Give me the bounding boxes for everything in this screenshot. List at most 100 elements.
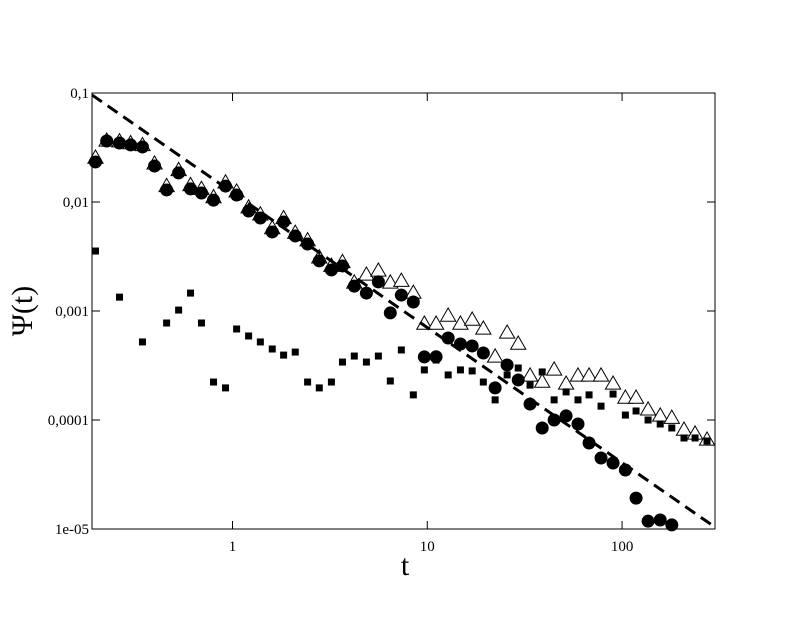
x-tick-label: 10 <box>420 539 435 555</box>
triangle-point <box>521 366 539 382</box>
square-point <box>538 368 546 376</box>
circle-point <box>207 193 221 207</box>
square-point <box>503 371 511 379</box>
square-point <box>609 390 617 398</box>
square-point <box>597 402 605 410</box>
square-point <box>632 407 640 415</box>
circle-point <box>359 286 373 300</box>
square-point <box>432 356 440 364</box>
square-point <box>116 293 124 301</box>
square-point <box>291 348 299 356</box>
circle-point <box>194 186 208 200</box>
square-point <box>562 388 570 396</box>
x-tick-label: 100 <box>611 539 634 555</box>
square-point <box>338 358 346 366</box>
y-axis-label: Ψ(t) <box>6 286 39 336</box>
triangle-point <box>498 323 516 339</box>
square-point <box>256 338 264 346</box>
square-point <box>304 378 312 386</box>
triangle-point <box>557 374 575 390</box>
square-point <box>468 367 476 375</box>
square-point <box>491 396 499 404</box>
triangle-point <box>509 334 527 350</box>
square-point <box>691 434 699 442</box>
circle-point <box>100 134 114 148</box>
square-point <box>444 371 452 379</box>
circle-point <box>629 491 643 505</box>
square-point <box>550 396 558 404</box>
triangle-point <box>369 261 387 277</box>
square-point <box>456 366 464 374</box>
square-point <box>187 289 195 297</box>
square-point <box>350 352 358 360</box>
triangle-point <box>451 314 469 330</box>
square-point <box>479 378 487 386</box>
triangle-point <box>486 347 504 363</box>
square-point <box>268 345 276 353</box>
square-point <box>210 378 218 386</box>
circle-point <box>547 413 561 427</box>
square-point <box>574 396 582 404</box>
circle-point <box>476 346 490 360</box>
triangle-point <box>592 366 610 382</box>
square-point <box>222 384 230 392</box>
triangle-point <box>616 389 634 404</box>
circle-point <box>535 421 549 435</box>
circle-point <box>594 451 608 465</box>
square-point <box>175 306 183 314</box>
circle-point <box>606 456 620 470</box>
circle-point <box>394 288 408 302</box>
square-point <box>703 437 711 445</box>
square-point <box>386 377 394 385</box>
circle-point <box>184 182 198 196</box>
y-tick-label: 0,1 <box>70 86 89 102</box>
square-point <box>91 247 99 255</box>
square-point <box>656 420 664 428</box>
circle-point <box>347 279 361 293</box>
square-point <box>197 319 205 327</box>
square-point <box>374 352 382 360</box>
circle-point <box>559 409 573 423</box>
fit-line <box>92 93 715 529</box>
square-point <box>362 358 370 366</box>
square-point <box>163 319 171 327</box>
circle-point <box>641 514 655 528</box>
circle-point <box>160 183 174 197</box>
square-point <box>315 384 323 392</box>
circle-point <box>653 513 667 527</box>
circle-point <box>465 339 479 353</box>
x-tick-label: 1 <box>229 539 237 555</box>
circle-point <box>488 381 502 395</box>
circle-point <box>124 138 138 152</box>
square-point <box>245 332 253 340</box>
square-point <box>526 381 534 389</box>
y-tick-label: 1e-05 <box>55 522 89 538</box>
square-point <box>668 424 676 432</box>
square-point <box>138 338 146 346</box>
circle-point <box>383 306 397 320</box>
triangle-point <box>427 314 445 330</box>
circle-point <box>417 350 431 364</box>
square-point <box>621 411 629 419</box>
circle-point <box>265 225 279 239</box>
square-point <box>644 416 652 424</box>
circle-point <box>441 331 455 345</box>
square-point <box>280 351 288 359</box>
triangle-point <box>639 400 657 416</box>
circle-point <box>371 275 385 289</box>
y-tick-label: 0,001 <box>55 304 89 320</box>
square-point <box>585 391 593 399</box>
plot-frame <box>91 92 716 530</box>
triangle-point <box>463 311 481 326</box>
circle-point <box>113 136 127 150</box>
triangle-point <box>675 421 693 436</box>
square-point <box>233 325 241 333</box>
circle-point <box>242 204 256 218</box>
circle-point <box>88 155 102 169</box>
circle-point <box>406 295 420 309</box>
triangle-point <box>604 374 622 390</box>
triangle-point <box>569 366 587 382</box>
square-point <box>420 366 428 374</box>
triangle-point <box>580 366 598 382</box>
